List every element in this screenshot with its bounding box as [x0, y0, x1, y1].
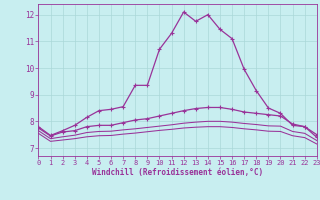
X-axis label: Windchill (Refroidissement éolien,°C): Windchill (Refroidissement éolien,°C) — [92, 168, 263, 177]
